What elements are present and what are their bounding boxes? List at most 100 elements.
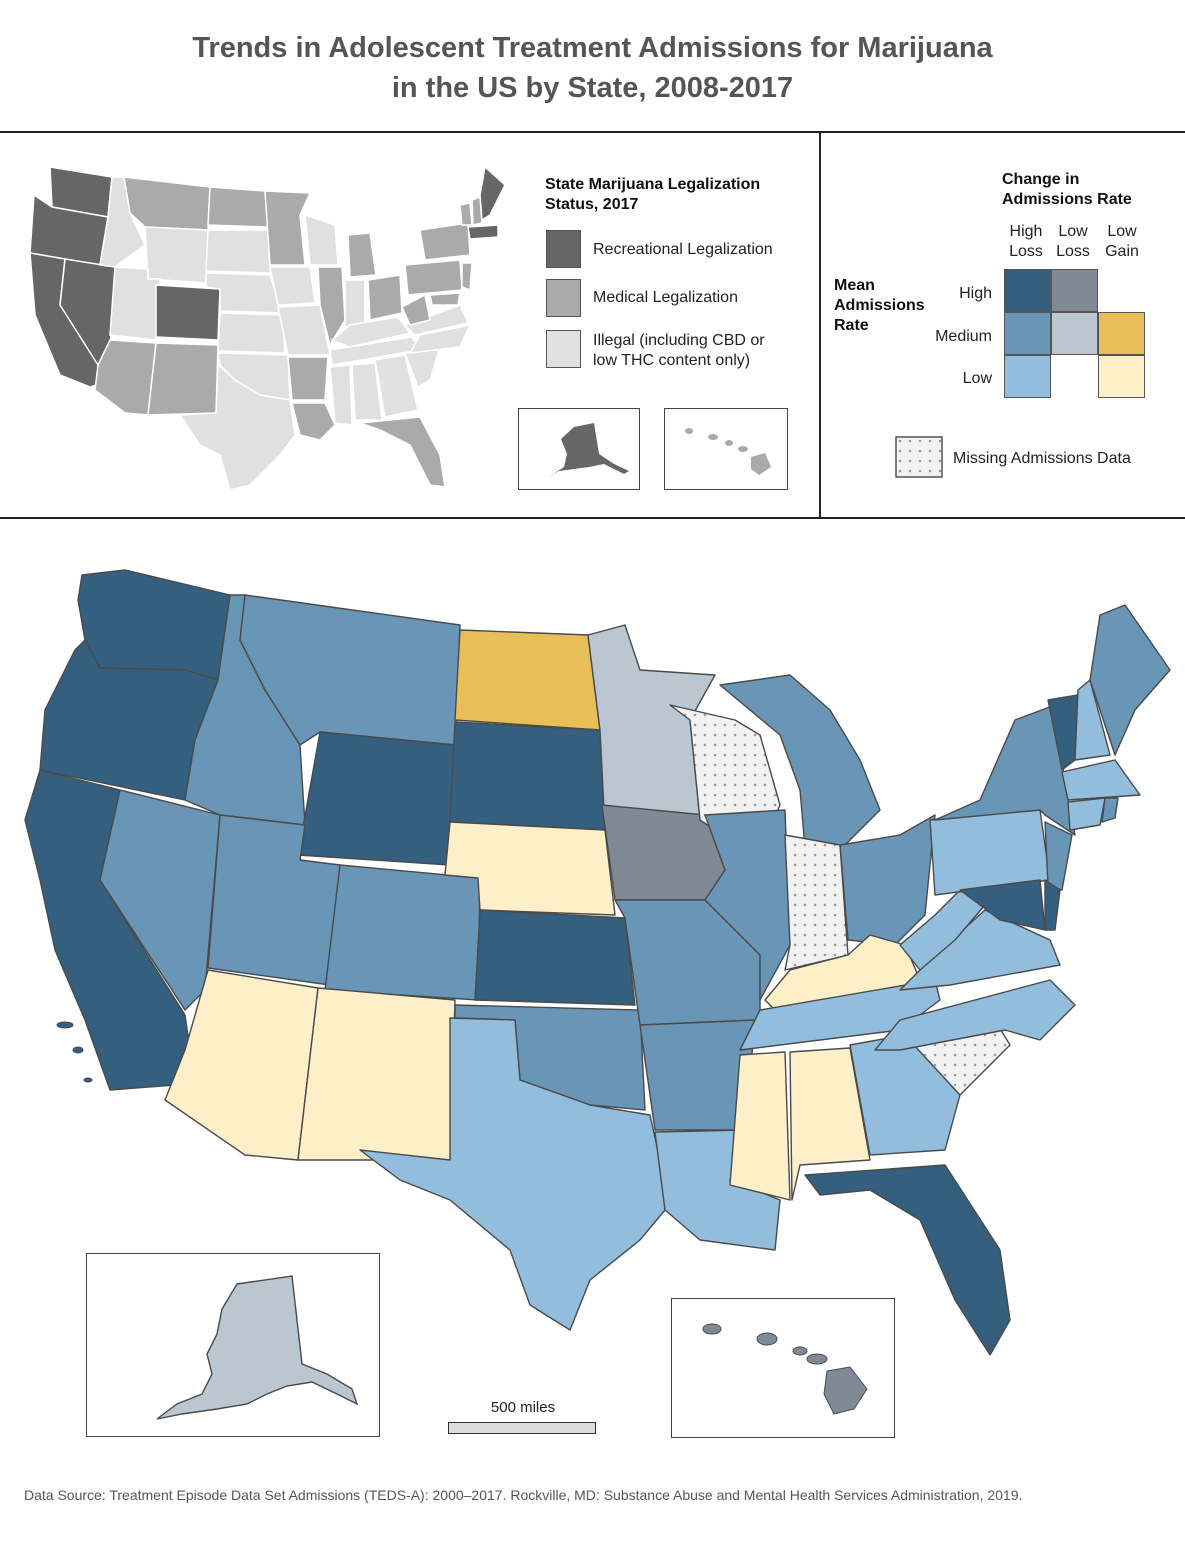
data-source-note: Data Source: Treatment Episode Data Set … (24, 1487, 1023, 1503)
medical-label: Medical Legalization (593, 289, 738, 306)
state-wa (77, 569, 231, 681)
recreational-swatch (546, 230, 581, 268)
small-al (351, 362, 383, 421)
cell-high-lowloss (1051, 269, 1098, 312)
scale-bar (448, 1422, 596, 1434)
top-divider (0, 131, 1185, 133)
scale-label: 500 miles (490, 1399, 556, 1416)
state-de (1044, 879, 1061, 931)
row-header-medium: Medium (935, 328, 992, 345)
state-al (789, 1047, 871, 1201)
state-nc (874, 979, 1076, 1051)
vertical-divider (819, 132, 821, 519)
small-nh (471, 195, 483, 226)
small-ms (329, 364, 353, 426)
small-ma (467, 224, 499, 240)
small-alaska-inset (518, 408, 640, 490)
small-alaska-shape (549, 423, 629, 477)
state-nv (99, 789, 221, 1011)
state-me (1089, 604, 1171, 756)
small-vt (459, 202, 473, 226)
small-nc (408, 323, 472, 354)
small-hawaii-shape (685, 428, 771, 475)
small-la (291, 402, 336, 441)
main-admissions-map (24, 569, 1171, 1356)
legalization-legend-title: State Marijuana Legalization Status, 201… (545, 176, 761, 213)
state-ri (1101, 797, 1119, 823)
small-tx (178, 363, 296, 491)
state-ct (1067, 797, 1106, 831)
cell-medium-lowgain (1098, 312, 1145, 355)
legalization-map (29, 165, 506, 491)
small-wy (144, 226, 209, 284)
small-pa (404, 259, 463, 296)
illegal-swatch (546, 330, 581, 368)
small-ne (205, 272, 284, 314)
state-oh (839, 814, 936, 946)
state-tn (739, 979, 941, 1051)
page-title: Trends in Adolescent Treatment Admission… (0, 28, 1185, 108)
title-line-1: Trends in Adolescent Treatment Admission… (192, 32, 993, 64)
small-va (403, 304, 470, 336)
small-ar (287, 356, 329, 401)
channel-island-2 (72, 1046, 84, 1054)
small-in (344, 279, 366, 328)
small-ga (374, 354, 419, 418)
state-ma (1061, 759, 1141, 801)
small-ut (109, 266, 161, 341)
small-wv (401, 293, 431, 326)
small-co (155, 284, 221, 341)
small-wi (304, 213, 339, 266)
row-header-high: High (959, 285, 992, 302)
missing-data-label: Missing Admissions Data (953, 450, 1131, 467)
hawaii-inset (671, 1298, 895, 1438)
state-il (704, 809, 791, 1001)
state-nh (1074, 679, 1111, 761)
small-fl (359, 416, 446, 488)
small-il (317, 266, 346, 347)
col-header-low-gain: Low Gain (1105, 223, 1139, 260)
small-hawaii-inset (664, 408, 788, 490)
missing-data-swatch (895, 436, 943, 478)
channel-island-1 (56, 1021, 74, 1029)
state-in (784, 834, 849, 971)
cell-low-lowgain (1098, 355, 1145, 398)
small-az (94, 339, 157, 416)
title-line-2: in the US by State, 2008-2017 (391, 72, 794, 104)
small-me (479, 165, 506, 222)
state-tx (359, 1017, 666, 1331)
state-sd (449, 721, 606, 831)
col-header-high-loss: High Loss (1009, 223, 1043, 260)
small-md (429, 292, 461, 306)
bottom-divider (0, 517, 1185, 519)
state-ks (474, 909, 636, 1006)
small-ny (419, 222, 471, 261)
state-co (324, 864, 481, 1001)
small-mi (347, 232, 377, 278)
state-ms (729, 1051, 791, 1201)
cell-high-highloss (1004, 269, 1051, 312)
cell-medium-lowloss (1051, 312, 1098, 355)
small-nj (461, 262, 473, 292)
state-nd (454, 629, 601, 731)
state-nm (297, 987, 456, 1161)
small-sd (205, 229, 271, 274)
illegal-label: Illegal (including CBD or low THC conten… (593, 332, 765, 369)
mean-rate-axis-label: Mean Admissions Rate (834, 277, 925, 334)
alaska-shape (156, 1275, 359, 1420)
alaska-inset (86, 1253, 380, 1437)
row-header-low: Low (962, 370, 992, 387)
state-mi (719, 674, 881, 849)
medical-swatch (546, 279, 581, 317)
channel-island-3 (83, 1077, 93, 1083)
small-nd (207, 186, 269, 228)
state-fl (804, 1164, 1011, 1356)
col-header-low-loss: Low Loss (1056, 223, 1090, 260)
small-ia (269, 266, 316, 306)
cell-medium-highloss (1004, 312, 1051, 355)
bivariate-legend-title: Change in Admissions Rate (1002, 171, 1132, 208)
state-nj (1044, 821, 1073, 891)
hawaii-shape (702, 1323, 868, 1415)
small-mt (123, 176, 211, 231)
small-ks (217, 312, 286, 354)
